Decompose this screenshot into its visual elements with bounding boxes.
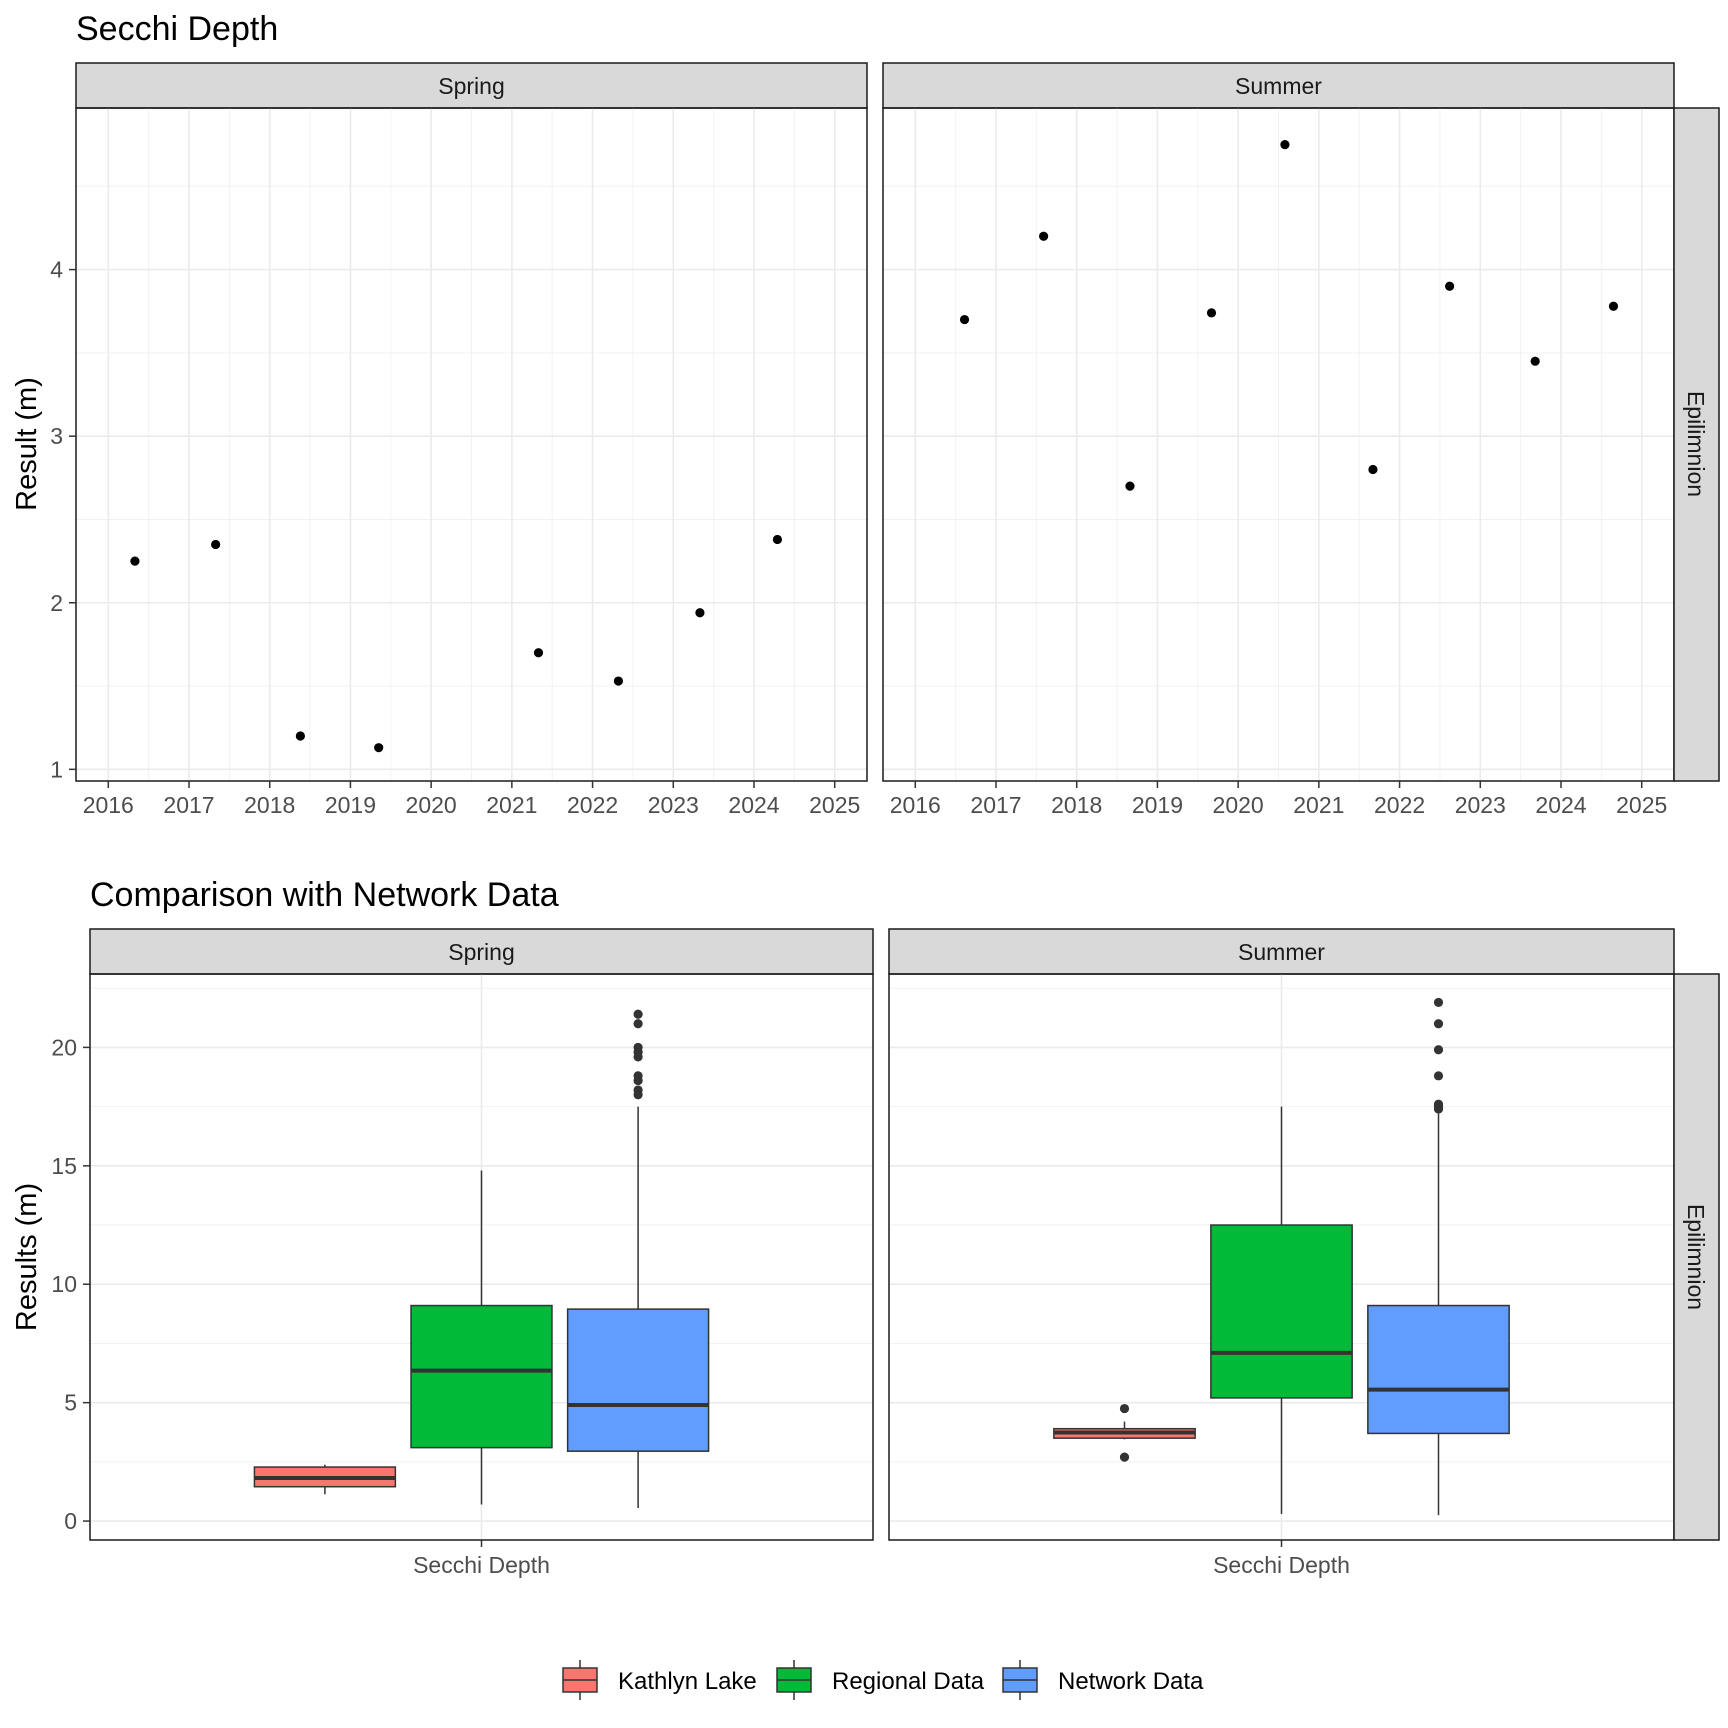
- outlier-point: [1433, 997, 1444, 1008]
- x-axis-bottom: Secchi Depth Secchi Depth: [413, 1540, 1350, 1578]
- data-point: [772, 534, 783, 545]
- data-point: [1530, 356, 1540, 366]
- data-point: [695, 608, 705, 618]
- box: [1210, 1224, 1353, 1399]
- data-point: [1608, 301, 1619, 311]
- y-tick-label: 15: [51, 1153, 77, 1179]
- data-point: [959, 314, 970, 325]
- facet-label-summer-bottom: Summer: [1238, 939, 1325, 965]
- grid-lines-spring: [76, 108, 867, 781]
- x-tick-label: 2025: [1616, 792, 1667, 818]
- x-tick-label: 2022: [1374, 792, 1425, 818]
- boxplots-spring: [253, 1009, 710, 1509]
- box: [1367, 1304, 1510, 1435]
- y-axis-top: 1 2 3 4: [50, 257, 76, 782]
- x-tick-label: 2017: [970, 792, 1021, 818]
- y-tick-label: 0: [64, 1508, 77, 1534]
- series-points-summer: [959, 140, 1619, 491]
- x-tick-label: 2019: [1132, 792, 1183, 818]
- data-point: [613, 676, 624, 686]
- y-tick-label: 10: [51, 1271, 77, 1297]
- boxplots-summer: [1053, 997, 1510, 1516]
- y-tick-label: 2: [50, 590, 63, 616]
- grid-lines-summer: [883, 108, 1674, 781]
- data-point: [1280, 140, 1290, 150]
- x-tick-label: 2020: [406, 792, 457, 818]
- legend-label: Network Data: [1058, 1668, 1204, 1695]
- data-point: [1039, 231, 1049, 241]
- chart-title-secchi-depth: Secchi Depth: [76, 10, 278, 48]
- x-tick-label: Secchi Depth: [1213, 1552, 1350, 1578]
- legend-label: Regional Data: [832, 1668, 985, 1695]
- x-tick-label: 2024: [728, 792, 779, 818]
- facet-label-spring-bottom: Spring: [448, 939, 514, 965]
- box: [566, 1308, 710, 1452]
- x-tick-label: 2021: [486, 792, 537, 818]
- outlier-point: [1433, 1099, 1444, 1109]
- y-tick-label: 3: [50, 423, 63, 449]
- legend: Kathlyn Lake Regional Data Network Data: [562, 1660, 1204, 1700]
- box: [410, 1304, 553, 1449]
- facet-strip-summer-bottom: [888, 928, 1675, 975]
- facet-label-epilimnion-bottom: Epilimnion: [1683, 1204, 1709, 1310]
- outlier-point: [1433, 1045, 1444, 1055]
- y-axis-title-bottom: Results (m): [11, 1183, 43, 1331]
- outlier-point: [1119, 1452, 1130, 1462]
- x-tick-label: 2018: [244, 792, 295, 818]
- data-point: [130, 556, 140, 566]
- outlier-point: [1433, 1071, 1444, 1081]
- y-axis-bottom: 0 5 10 15 20: [51, 1034, 90, 1534]
- outlier-point: [633, 1071, 643, 1081]
- data-point: [374, 743, 384, 753]
- x-tick-label: 2016: [83, 792, 134, 818]
- data-point: [295, 731, 305, 741]
- x-axis-summer: 2016 2017 2018 2019 2020 2021 2022 2023 2024 2025: [890, 781, 1667, 818]
- x-tick-label: 2019: [325, 792, 376, 818]
- x-tick-label: 2021: [1293, 792, 1344, 818]
- outlier-point: [633, 1019, 643, 1029]
- data-point: [533, 648, 544, 658]
- x-tick-label: 2018: [1051, 792, 1102, 818]
- x-tick-label: Secchi Depth: [413, 1552, 550, 1578]
- y-tick-label: 20: [51, 1034, 77, 1060]
- x-tick-label: 2017: [163, 792, 214, 818]
- facet-label-summer: Summer: [1235, 73, 1322, 99]
- x-tick-label: 2025: [809, 792, 860, 818]
- data-point: [1125, 481, 1135, 491]
- outlier-point: [1433, 1019, 1444, 1029]
- x-tick-label: 2023: [1455, 792, 1506, 818]
- x-tick-label: 2020: [1213, 792, 1264, 818]
- series-points-spring: [130, 534, 783, 753]
- facet-strip-spring: [75, 62, 868, 109]
- legend-label: Kathlyn Lake: [618, 1668, 757, 1695]
- facet-label-epilimnion-top: Epilimnion: [1683, 391, 1709, 497]
- y-tick-label: 4: [50, 257, 63, 283]
- facet-strip-epilimnion-bottom: [1673, 973, 1720, 1541]
- x-axis-spring: 2016 2017 2018 2019 2020 2021 2022 2023 2024 2025: [83, 781, 860, 818]
- facet-strip-epilimnion-top: [1673, 107, 1720, 782]
- x-tick-label: 2023: [648, 792, 699, 818]
- facet-label-spring: Spring: [438, 73, 504, 99]
- chart-title-comparison: Comparison with Network Data: [90, 876, 559, 914]
- y-tick-label: 5: [64, 1390, 77, 1416]
- x-tick-label: 2022: [567, 792, 618, 818]
- outlier-point: [633, 1085, 643, 1095]
- data-point: [1445, 281, 1455, 291]
- x-tick-label: 2016: [890, 792, 941, 818]
- outlier-point: [633, 1042, 643, 1053]
- panel-frame-spring: [75, 107, 868, 782]
- data-point: [211, 539, 221, 550]
- data-point: [1368, 464, 1378, 475]
- x-tick-label: 2024: [1535, 792, 1586, 818]
- y-axis-title-top: Result (m): [11, 377, 43, 511]
- y-tick-label: 1: [50, 756, 63, 782]
- facet-strip-summer: [882, 62, 1675, 109]
- outlier-point: [633, 1009, 643, 1019]
- outlier-point: [1119, 1403, 1130, 1414]
- data-point: [1206, 308, 1217, 318]
